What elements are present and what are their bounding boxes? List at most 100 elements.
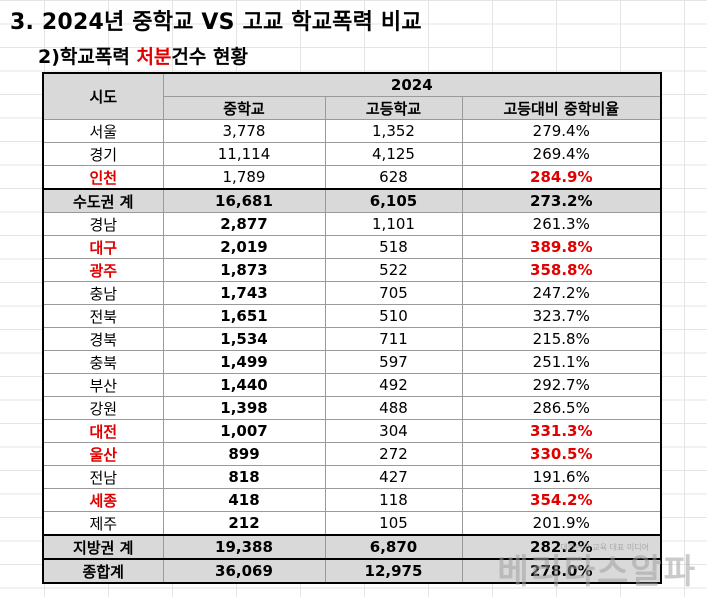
middle-school-cell: 16,681 (162, 188, 326, 213)
ratio-cell: 261.3% (461, 212, 662, 236)
table-row: 대전 1,007 304 331.3% (42, 419, 662, 443)
region-cell: 대전 (42, 419, 164, 443)
middle-school-cell: 36,069 (162, 558, 326, 584)
discipline-count-table: 시도 2024 중학교 고등학교 고등대비 중학비율 서울 3,778 1,352 2… (42, 72, 663, 584)
middle-school-cell: 1,534 (162, 327, 326, 351)
subtitle-suffix: 건수 현황 (171, 46, 248, 68)
header-middle-school: 중학교 (162, 96, 326, 120)
watermark-tagline: 대한민국 교육 대표 미디어 (560, 543, 649, 552)
ratio-cell: 389.8% (461, 235, 662, 259)
region-cell: 종합계 (42, 558, 164, 584)
middle-school-cell: 11,114 (162, 142, 326, 166)
region-cell: 경남 (42, 212, 164, 236)
section-subtitle: 2)학교폭력 처분건수 현황 (38, 42, 248, 69)
ratio-cell: 269.4% (461, 142, 662, 166)
region-cell: 전북 (42, 304, 164, 328)
total-row: 종합계 36,069 12,975 278.0% (42, 558, 662, 584)
region-cell: 지방권 계 (42, 534, 164, 560)
table-row: 대구 2,019 518 389.8% (42, 235, 662, 259)
region-cell: 울산 (42, 442, 164, 466)
high-school-cell: 488 (324, 396, 463, 420)
ratio-cell: 358.8% (461, 258, 662, 282)
region-cell: 수도권 계 (42, 188, 164, 213)
ratio-cell: 278.0% (461, 558, 662, 584)
middle-school-cell: 1,440 (162, 373, 326, 397)
header-ratio: 고등대비 중학비율 (461, 96, 662, 120)
table-row: 광주 1,873 522 358.8% (42, 258, 662, 282)
ratio-cell: 286.5% (461, 396, 662, 420)
table-body: 서울 3,778 1,352 279.4% 경기 11,114 4,125 269.4% 인천 1… (42, 119, 662, 584)
high-school-cell: 628 (324, 165, 463, 190)
middle-school-cell: 1,499 (162, 350, 326, 374)
ratio-cell: 251.1% (461, 350, 662, 374)
table-row: 세종 418 118 354.2% (42, 488, 662, 512)
region-cell: 충북 (42, 350, 164, 374)
high-school-cell: 705 (324, 281, 463, 305)
middle-school-cell: 1,789 (162, 165, 326, 190)
middle-school-cell: 19,388 (162, 534, 326, 560)
high-school-cell: 711 (324, 327, 463, 351)
page-title: 3. 2024년 중학교 VS 고교 학교폭력 비교 (10, 10, 422, 35)
ratio-cell: 282.2% (461, 534, 662, 560)
table-row: 전북 1,651 510 323.7% (42, 304, 662, 328)
table-row: 경남 2,877 1,101 261.3% (42, 212, 662, 236)
table-row: 전남 818 427 191.6% (42, 465, 662, 489)
high-school-cell: 522 (324, 258, 463, 282)
region-cell: 부산 (42, 373, 164, 397)
ratio-cell: 323.7% (461, 304, 662, 328)
ratio-cell: 273.2% (461, 188, 662, 213)
table-row: 서울 3,778 1,352 279.4% (42, 119, 662, 143)
middle-school-cell: 1,398 (162, 396, 326, 420)
middle-school-cell: 212 (162, 511, 326, 536)
high-school-cell: 118 (324, 488, 463, 512)
table-row: 제주 212 105 201.9% (42, 511, 662, 536)
region-cell: 경기 (42, 142, 164, 166)
ratio-cell: 201.9% (461, 511, 662, 536)
middle-school-cell: 3,778 (162, 119, 326, 143)
total-row: 지방권 계 19,388 6,870 282.2% (42, 534, 662, 560)
ratio-cell: 354.2% (461, 488, 662, 512)
region-cell: 광주 (42, 258, 164, 282)
high-school-cell: 105 (324, 511, 463, 536)
high-school-cell: 492 (324, 373, 463, 397)
table-row: 경기 11,114 4,125 269.4% (42, 142, 662, 166)
region-cell: 대구 (42, 235, 164, 259)
high-school-cell: 304 (324, 419, 463, 443)
ratio-cell: 284.9% (461, 165, 662, 190)
middle-school-cell: 2,877 (162, 212, 326, 236)
middle-school-cell: 1,007 (162, 419, 326, 443)
table-row: 울산 899 272 330.5% (42, 442, 662, 466)
table-row: 강원 1,398 488 286.5% (42, 396, 662, 420)
ratio-cell: 247.2% (461, 281, 662, 305)
high-school-cell: 1,101 (324, 212, 463, 236)
high-school-cell: 1,352 (324, 119, 463, 143)
middle-school-cell: 818 (162, 465, 326, 489)
region-cell: 세종 (42, 488, 164, 512)
table-row: 인천 1,789 628 284.9% (42, 165, 662, 190)
high-school-cell: 518 (324, 235, 463, 259)
region-cell: 충남 (42, 281, 164, 305)
ratio-cell: 215.8% (461, 327, 662, 351)
middle-school-cell: 1,873 (162, 258, 326, 282)
region-cell: 강원 (42, 396, 164, 420)
table-row: 경북 1,534 711 215.8% (42, 327, 662, 351)
ratio-cell: 331.3% (461, 419, 662, 443)
region-cell: 서울 (42, 119, 164, 143)
middle-school-cell: 1,743 (162, 281, 326, 305)
region-cell: 제주 (42, 511, 164, 536)
header-region: 시도 (42, 72, 164, 120)
ratio-cell: 292.7% (461, 373, 662, 397)
table-row: 부산 1,440 492 292.7% (42, 373, 662, 397)
high-school-cell: 4,125 (324, 142, 463, 166)
middle-school-cell: 1,651 (162, 304, 326, 328)
table-row: 충북 1,499 597 251.1% (42, 350, 662, 374)
region-cell: 인천 (42, 165, 164, 190)
subtitle-highlight: 처분 (136, 46, 172, 68)
high-school-cell: 12,975 (324, 558, 463, 584)
ratio-cell: 330.5% (461, 442, 662, 466)
watermark-logo: 베리타스알파 (497, 552, 697, 592)
middle-school-cell: 418 (162, 488, 326, 512)
ratio-cell: 191.6% (461, 465, 662, 489)
header-year: 2024 (162, 72, 662, 97)
table-row: 충남 1,743 705 247.2% (42, 281, 662, 305)
